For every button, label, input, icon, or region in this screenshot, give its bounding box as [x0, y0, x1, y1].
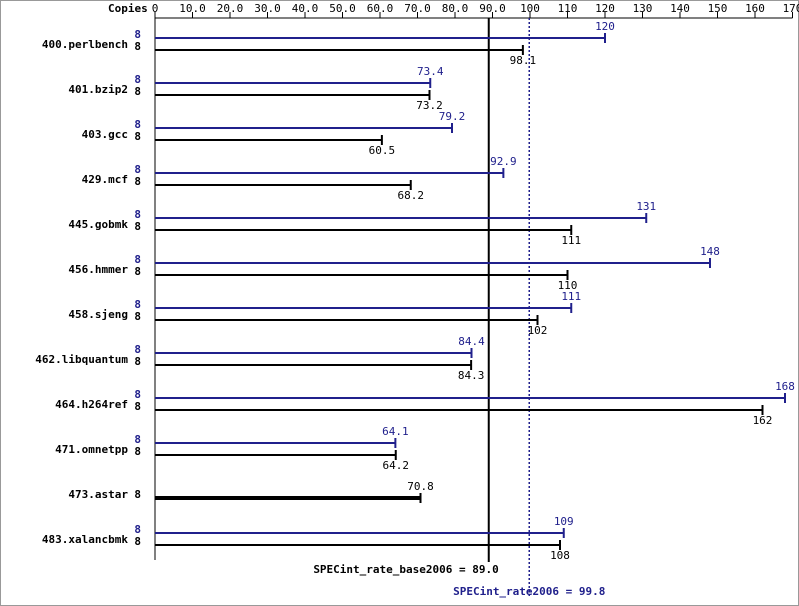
value-label: 84.3 — [458, 369, 485, 382]
benchmark-label: 462.libquantum — [35, 353, 128, 366]
x-tick-label: 20.0 — [217, 2, 244, 15]
value-label: 79.2 — [439, 110, 466, 123]
x-tick-label: 150 — [708, 2, 728, 15]
copies-label: 8 — [134, 220, 141, 233]
copies-label: 8 — [134, 208, 141, 221]
benchmark-label: 445.gobmk — [68, 218, 128, 231]
benchmark-label: 464.h264ref — [55, 398, 128, 411]
x-tick-label: 140 — [670, 2, 690, 15]
copies-label: 8 — [134, 523, 141, 536]
copies-label: 8 — [134, 118, 141, 131]
value-label: 168 — [775, 380, 795, 393]
benchmark-label: 403.gcc — [82, 128, 128, 141]
value-label: 110 — [558, 279, 578, 292]
benchmark-label: 483.xalancbmk — [42, 533, 128, 546]
value-label: 84.4 — [458, 335, 485, 348]
value-label: 73.2 — [416, 99, 443, 112]
x-tick-label: 10.0 — [179, 2, 206, 15]
copies-label: 8 — [134, 253, 141, 266]
benchmark-label: 400.perlbench — [42, 38, 128, 51]
benchmark-label: 456.hmmer — [68, 263, 128, 276]
value-label: 111 — [561, 290, 581, 303]
benchmark-label: 458.sjeng — [68, 308, 128, 321]
copies-label: 8 — [134, 343, 141, 356]
value-label: 60.5 — [369, 144, 396, 157]
x-tick-label: 50.0 — [329, 2, 356, 15]
value-label: 70.8 — [407, 480, 434, 493]
copies-label: 8 — [134, 28, 141, 41]
value-label: 109 — [554, 515, 574, 528]
copies-label: 8 — [134, 40, 141, 53]
benchmark-label: 471.omnetpp — [55, 443, 128, 456]
value-label: 64.1 — [382, 425, 409, 438]
value-label: 92.9 — [490, 155, 517, 168]
x-tick-label: 0 — [152, 2, 159, 15]
value-label: 162 — [753, 414, 773, 427]
value-label: 111 — [561, 234, 581, 247]
value-label: 98.1 — [510, 54, 537, 67]
x-tick-label: 60.0 — [367, 2, 394, 15]
value-label: 64.2 — [383, 459, 410, 472]
x-tick-label: 120 — [595, 2, 615, 15]
x-tick-label: 110 — [558, 2, 578, 15]
x-tick-label: 90.0 — [479, 2, 506, 15]
copies-label: 8 — [134, 265, 141, 278]
value-label: 131 — [636, 200, 656, 213]
value-label: 68.2 — [398, 189, 425, 202]
reference-label: SPECint_rate_base2006 = 89.0 — [313, 563, 498, 576]
copies-label: 8 — [134, 85, 141, 98]
copies-label: 8 — [134, 310, 141, 323]
copies-label: 8 — [134, 400, 141, 413]
copies-label: 8 — [134, 433, 141, 446]
value-label: 73.4 — [417, 65, 444, 78]
copies-label: 8 — [134, 163, 141, 176]
copies-label: 8 — [134, 388, 141, 401]
reference-label: SPECint_rate2006 = 99.8 — [453, 585, 605, 598]
value-label: 108 — [550, 549, 570, 562]
copies-label: 8 — [134, 488, 141, 501]
x-tick-label: 100 — [520, 2, 540, 15]
x-tick-label: 40.0 — [292, 2, 319, 15]
value-label: 120 — [595, 20, 615, 33]
axis-title: Copies — [108, 2, 148, 15]
x-tick-label: 30.0 — [254, 2, 281, 15]
benchmark-label: 473.astar — [68, 488, 128, 501]
x-tick-label: 160 — [745, 2, 765, 15]
x-tick-label: 70.0 — [404, 2, 431, 15]
value-label: 148 — [700, 245, 720, 258]
x-tick-label: 130 — [633, 2, 653, 15]
copies-label: 8 — [134, 73, 141, 86]
benchmark-label: 429.mcf — [82, 173, 128, 186]
copies-label: 8 — [134, 130, 141, 143]
copies-label: 8 — [134, 355, 141, 368]
x-tick-label: 80.0 — [442, 2, 469, 15]
copies-label: 8 — [134, 445, 141, 458]
benchmark-label: 401.bzip2 — [68, 83, 128, 96]
copies-label: 8 — [134, 298, 141, 311]
value-label: 102 — [528, 324, 548, 337]
copies-label: 8 — [134, 175, 141, 188]
copies-label: 8 — [134, 535, 141, 548]
x-tick-label: 170 — [783, 2, 799, 15]
